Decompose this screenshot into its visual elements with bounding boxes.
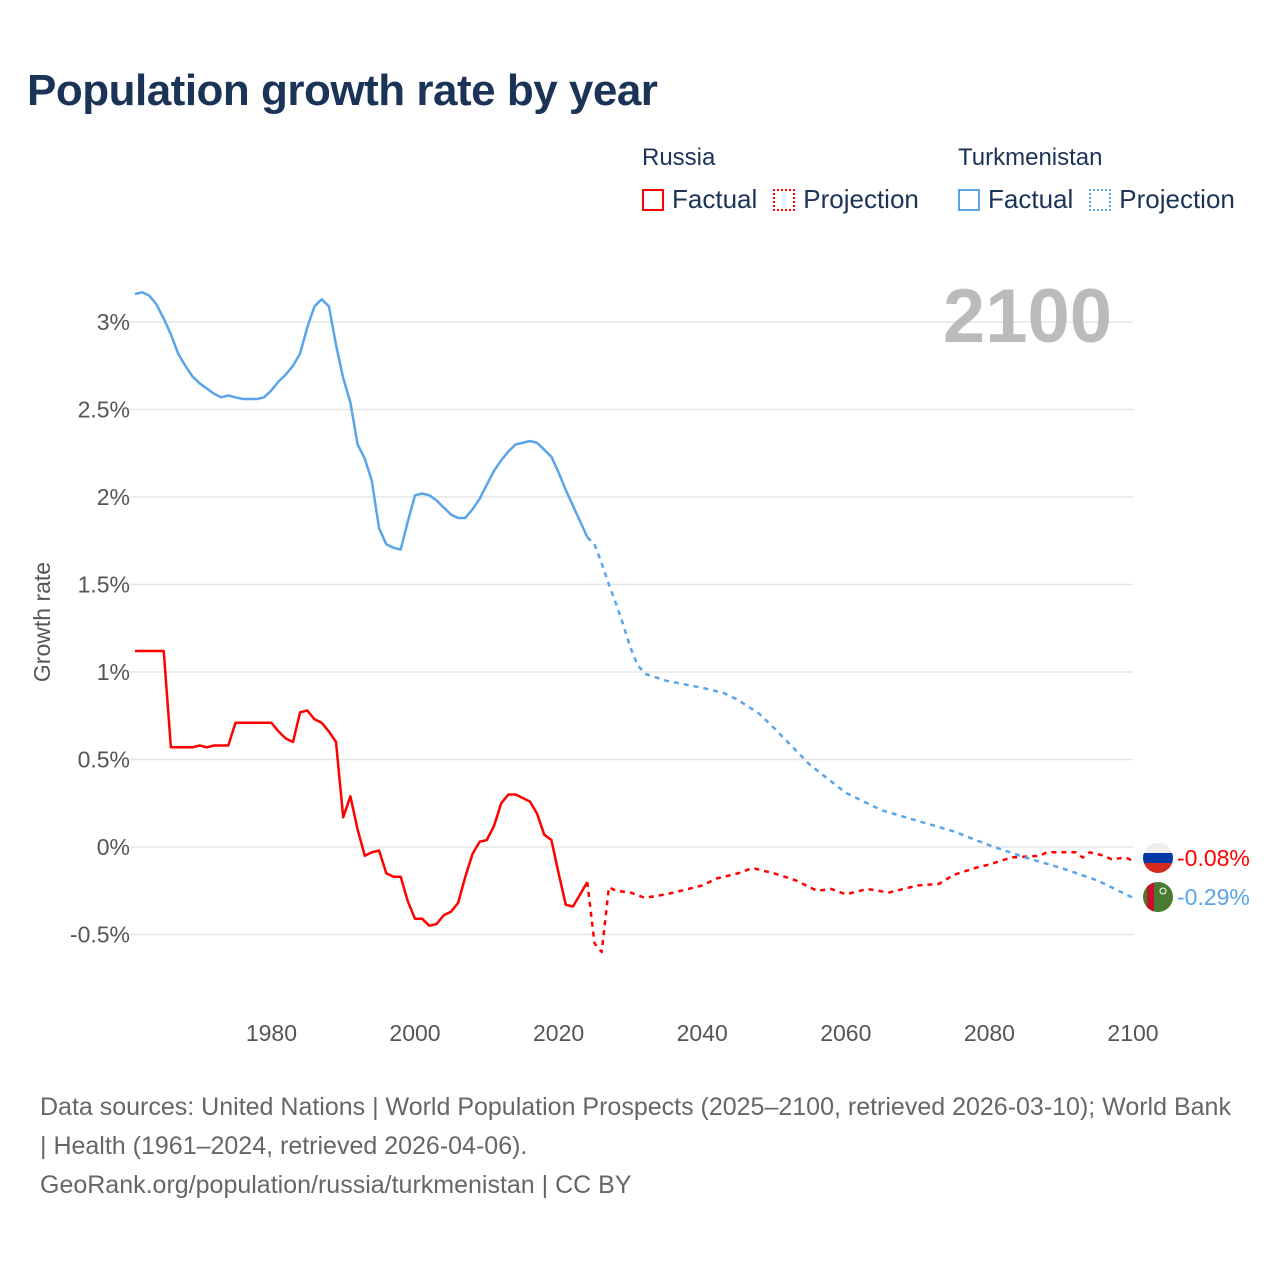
y-axis-label: Growth rate bbox=[29, 562, 55, 682]
y-tick-label: 3% bbox=[97, 309, 130, 335]
legend-russia-projection[interactable]: Projection bbox=[773, 184, 919, 215]
x-tick-label: 2020 bbox=[533, 1020, 584, 1046]
series-line-turkmenistan-projection bbox=[586, 536, 1134, 899]
x-tick-label: 2000 bbox=[389, 1020, 440, 1046]
end-marker-russia: -0.08% bbox=[1143, 843, 1250, 873]
data-sources: Data sources: United Nations | World Pop… bbox=[40, 1093, 1231, 1160]
y-tick-label: 1% bbox=[97, 659, 130, 685]
y-tick-label: 2.5% bbox=[78, 397, 130, 423]
y-tick-label: 1.5% bbox=[78, 572, 130, 598]
current-year-label: 2100 bbox=[943, 274, 1112, 359]
legend-turkmenistan-factual[interactable]: Factual bbox=[958, 184, 1073, 215]
series-line-turkmenistan-factual bbox=[134, 291, 589, 551]
legend-swatch-solid bbox=[642, 188, 664, 211]
legend-label: Factual bbox=[988, 184, 1074, 214]
footer: Data sources: United Nations | World Pop… bbox=[40, 1088, 1240, 1205]
turkmenistan-end-value: -0.29% bbox=[1177, 884, 1250, 910]
x-tick-label: 2040 bbox=[677, 1020, 728, 1046]
end-marker-turkmenistan: -0.29% bbox=[1143, 882, 1250, 912]
turkmenistan-flag-icon bbox=[1143, 882, 1173, 912]
legend-russia-factual[interactable]: Factual bbox=[642, 184, 757, 215]
legend-swatch-solid bbox=[958, 188, 980, 211]
series-line-russia-factual bbox=[135, 649, 589, 928]
y-tick-label: 0% bbox=[97, 834, 130, 860]
legend-turkmenistan: Turkmenistan Factual Projection bbox=[958, 144, 1251, 215]
y-tick-label: 0.5% bbox=[78, 747, 130, 773]
x-tick-label: 2100 bbox=[1107, 1020, 1158, 1046]
y-tick-label: -0.5% bbox=[70, 922, 130, 948]
legend-turkmenistan-name: Turkmenistan bbox=[958, 144, 1103, 171]
legend-label: Projection bbox=[803, 184, 919, 214]
credit-link[interactable]: GeoRank.org/population/russia/turkmenist… bbox=[40, 1171, 632, 1199]
series-line-russia-projection bbox=[586, 851, 1134, 954]
legend-russia: Russia Factual Projection bbox=[642, 144, 935, 215]
legend-label: Factual bbox=[672, 184, 758, 214]
x-tick-label: 1980 bbox=[246, 1020, 297, 1046]
legend-russia-name: Russia bbox=[642, 144, 716, 171]
x-tick-label: 2060 bbox=[820, 1020, 871, 1046]
page-title: Population growth rate by year bbox=[27, 66, 658, 115]
legend-turkmenistan-projection[interactable]: Projection bbox=[1089, 184, 1235, 215]
legend-label: Projection bbox=[1119, 184, 1235, 214]
legend-swatch-dotted bbox=[773, 188, 796, 211]
legend-swatch-dotted bbox=[1089, 188, 1112, 211]
y-tick-label: 2% bbox=[97, 484, 130, 510]
russia-flag-icon bbox=[1143, 843, 1173, 873]
russia-end-value: -0.08% bbox=[1177, 845, 1250, 871]
x-tick-label: 2080 bbox=[964, 1020, 1015, 1046]
